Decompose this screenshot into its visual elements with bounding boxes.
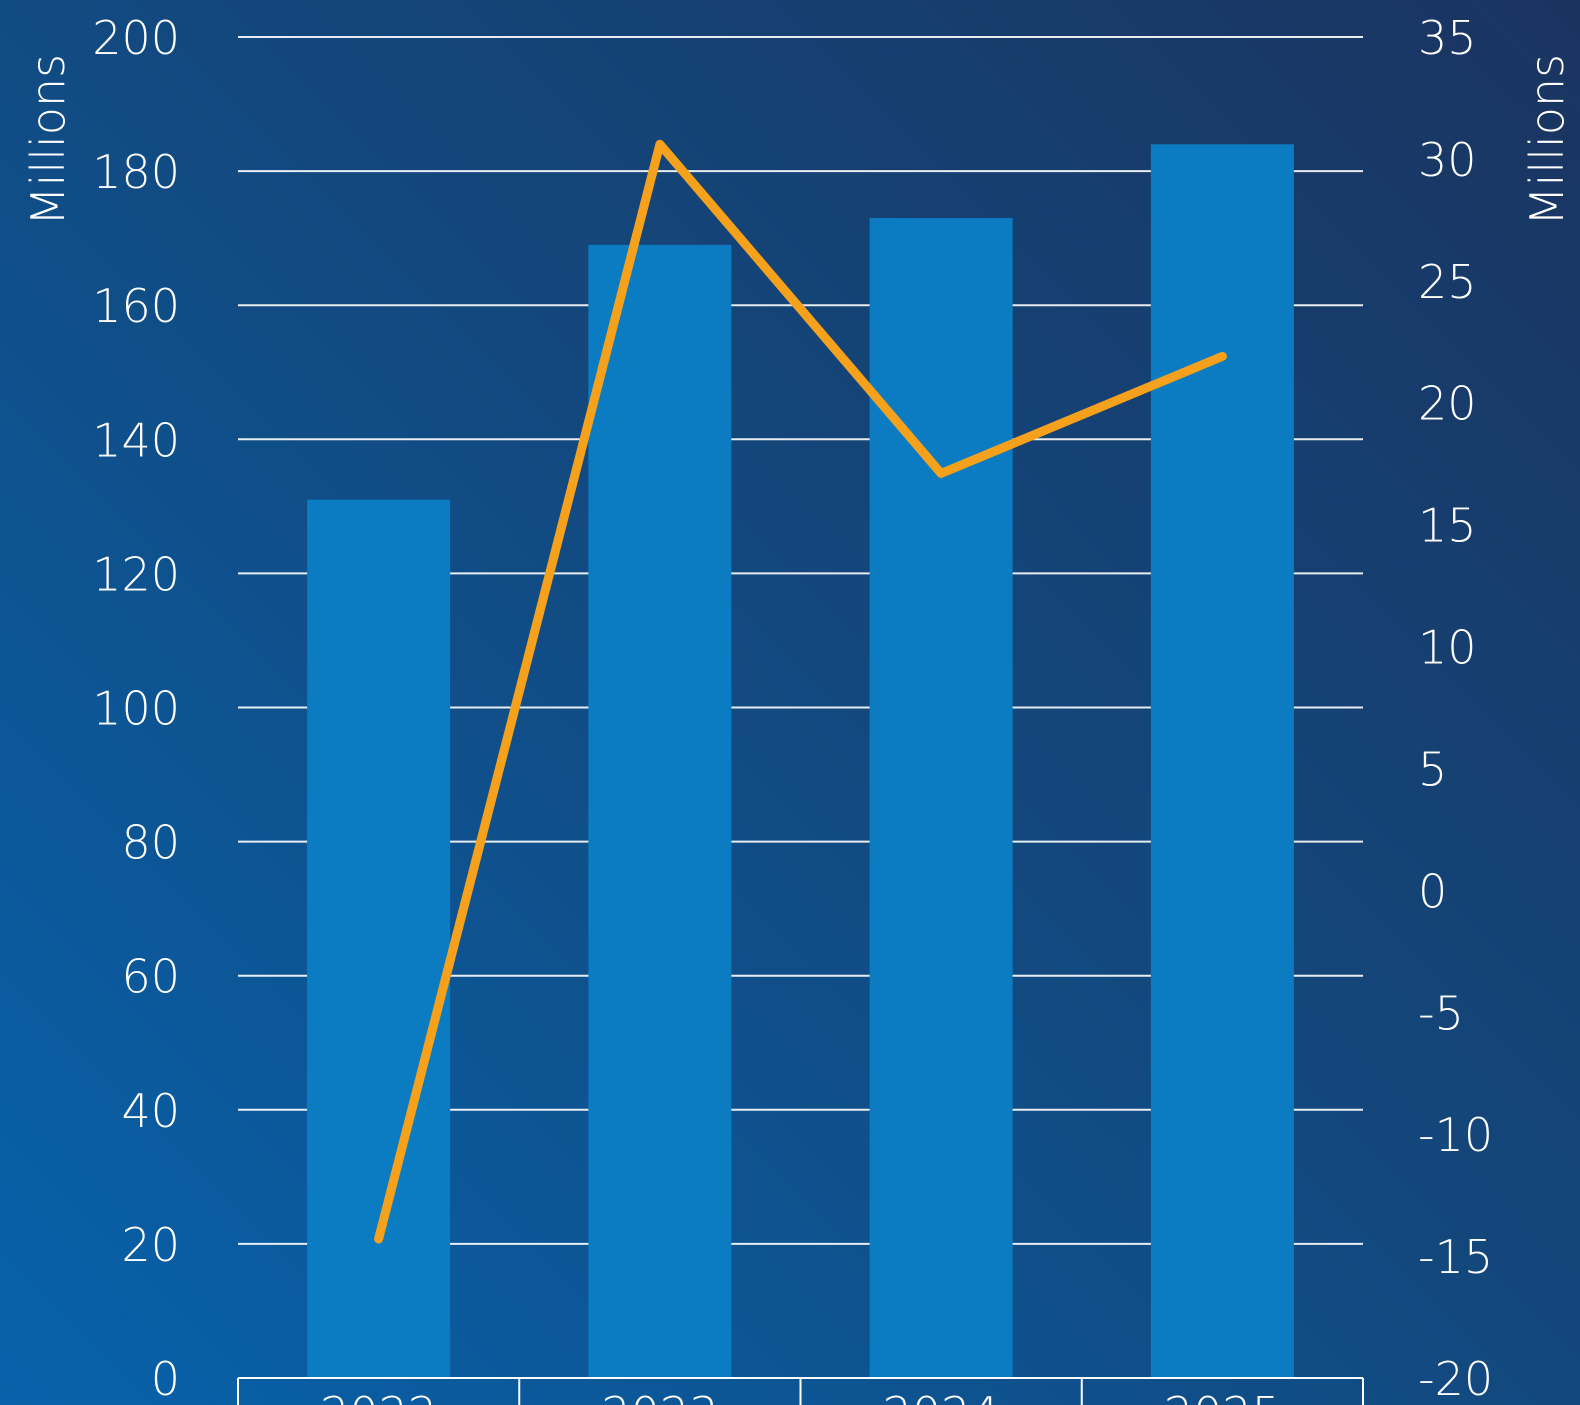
left-tick-label: 120 xyxy=(92,547,180,601)
x-tick-label: 2024 xyxy=(883,1387,1000,1405)
right-tick-label: -5 xyxy=(1418,986,1464,1040)
right-tick-label: 35 xyxy=(1418,11,1477,65)
bar-2023 xyxy=(588,244,732,1379)
bar-2022 xyxy=(307,499,451,1378)
right-axis-ticks: -20 -15 -10 -5 0 5 10 15 20 25 30 35 xyxy=(1418,11,1493,1405)
left-tick-label: 180 xyxy=(92,145,180,199)
right-tick-label: 15 xyxy=(1418,499,1477,553)
bar-2024 xyxy=(869,218,1013,1378)
bar-2025 xyxy=(1150,144,1294,1378)
left-tick-label: 40 xyxy=(121,1084,180,1138)
right-tick-label: 25 xyxy=(1418,255,1477,309)
left-tick-label: 0 xyxy=(151,1352,180,1405)
right-tick-label: 5 xyxy=(1418,742,1447,796)
right-tick-label: -20 xyxy=(1418,1352,1493,1405)
right-tick-label: -15 xyxy=(1418,1230,1493,1284)
left-tick-label: 200 xyxy=(92,11,180,65)
bar-series xyxy=(307,144,1294,1379)
right-tick-label: 30 xyxy=(1418,133,1477,187)
right-tick-label: 0 xyxy=(1418,864,1447,918)
left-axis-ticks: 0 20 40 60 80 100 120 140 160 180 200 xyxy=(92,11,180,1405)
x-tick-label: 2022 xyxy=(320,1387,437,1405)
line-series xyxy=(374,139,1227,1244)
left-tick-label: 20 xyxy=(121,1218,180,1272)
right-tick-label: 20 xyxy=(1418,377,1477,431)
left-axis-title: Millions xyxy=(21,54,75,226)
left-tick-label: 80 xyxy=(121,816,180,870)
left-tick-label: 140 xyxy=(92,413,180,467)
right-axis-title: Millions xyxy=(1520,54,1574,226)
left-tick-label: 100 xyxy=(92,682,180,736)
line-series-path xyxy=(374,139,1227,1244)
right-tick-label: -10 xyxy=(1418,1108,1493,1162)
left-tick-label: 160 xyxy=(92,279,180,333)
right-tick-label: 10 xyxy=(1418,621,1477,675)
x-tick-label: 2023 xyxy=(601,1387,718,1405)
left-tick-label: 60 xyxy=(121,950,180,1004)
